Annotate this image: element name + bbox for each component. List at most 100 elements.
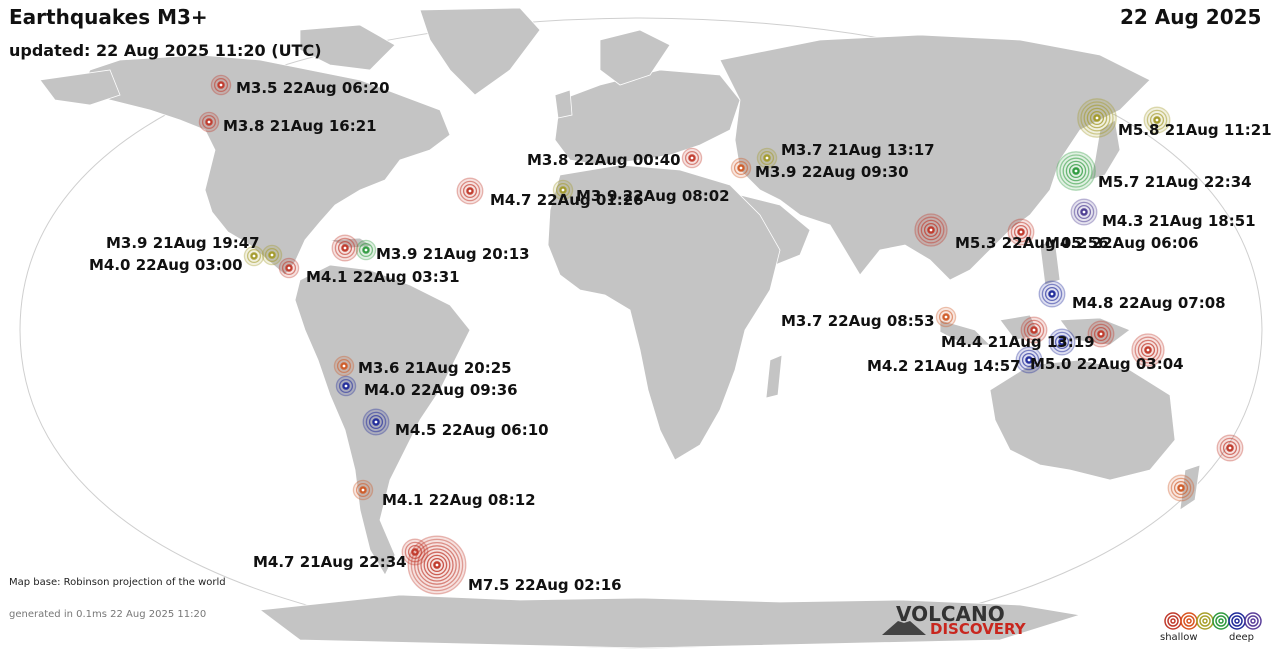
quake-marker[interactable]: [335, 375, 357, 397]
quake-ring: [737, 164, 745, 172]
quake-marker[interactable]: [198, 111, 220, 133]
quake-marker[interactable]: [1077, 98, 1117, 138]
quake-marker[interactable]: [1020, 316, 1048, 344]
quake-label: M4.2 21Aug 14:57: [867, 357, 1021, 375]
quake-marker[interactable]: [278, 257, 300, 279]
quake-ring: [410, 538, 464, 592]
quake-label: M4.1 22Aug 08:12: [382, 491, 536, 509]
quake-ring: [459, 180, 481, 202]
quake-marker[interactable]: [1048, 328, 1076, 356]
quake-ring: [372, 418, 380, 426]
quake-ring: [355, 482, 371, 498]
quake-epicenter: [942, 313, 949, 320]
quake-epicenter: [411, 548, 418, 555]
legend-ring: [1183, 615, 1195, 627]
quake-marker[interactable]: [1056, 151, 1096, 191]
quake-epicenter: [1098, 330, 1105, 337]
quake-epicenter: [1059, 338, 1066, 345]
quake-ring: [201, 114, 217, 130]
quake-marker[interactable]: [1216, 434, 1244, 462]
quake-ring: [362, 246, 370, 254]
quake-epicenter: [927, 227, 934, 234]
quake-label: M4.4 21Aug 13:19: [941, 333, 1095, 351]
quake-label: M4.0 22Aug 09:36: [364, 381, 518, 399]
quake-marker[interactable]: [1167, 474, 1195, 502]
quake-ring: [1072, 167, 1080, 175]
quake-epicenter: [1026, 356, 1033, 363]
quake-marker[interactable]: [1038, 280, 1066, 308]
quake-ring: [340, 362, 348, 370]
quake-ring: [336, 358, 352, 374]
quake-marker[interactable]: [1015, 346, 1043, 374]
legend-ring: [1234, 618, 1240, 624]
quake-marker[interactable]: [935, 306, 957, 328]
quake-marker[interactable]: [1087, 320, 1115, 348]
quake-ring: [1073, 201, 1095, 223]
quake-epicenter: [206, 119, 213, 126]
quake-marker[interactable]: [730, 157, 752, 179]
quake-epicenter: [1073, 168, 1080, 175]
quake-ring: [733, 160, 749, 176]
quake-marker[interactable]: [362, 408, 390, 436]
quake-marker[interactable]: [407, 535, 467, 595]
europe: [554, 69, 741, 166]
quake-marker[interactable]: [261, 244, 283, 266]
legend-ring: [1170, 618, 1176, 624]
quake-ring: [338, 378, 354, 394]
quake-marker[interactable]: [681, 147, 703, 169]
quake-marker[interactable]: [1007, 218, 1035, 246]
quake-ring: [429, 557, 445, 573]
legend-deep-label: deep: [1229, 632, 1254, 643]
quake-marker[interactable]: [1131, 333, 1165, 367]
quake-marker[interactable]: [1070, 198, 1098, 226]
quake-marker[interactable]: [331, 234, 359, 262]
quake-ring: [1222, 440, 1238, 456]
quake-ring: [264, 247, 280, 263]
quake-marker[interactable]: [210, 74, 232, 96]
quake-ring: [1048, 290, 1056, 298]
quake-epicenter: [1017, 229, 1024, 236]
quake-epicenter: [218, 82, 225, 89]
quake-epicenter: [466, 188, 473, 195]
quake-label: M3.9 22Aug 08:02: [576, 187, 730, 205]
quake-ring: [1149, 112, 1165, 128]
quake-marker[interactable]: [243, 245, 265, 267]
quake-ring: [1177, 484, 1185, 492]
quake-marker[interactable]: [552, 179, 574, 201]
quake-marker[interactable]: [355, 239, 377, 261]
quake-ring: [213, 77, 229, 93]
quake-ring: [250, 252, 258, 260]
quake-ring: [1083, 104, 1111, 132]
quake-ring: [763, 154, 771, 162]
quake-marker[interactable]: [352, 479, 374, 501]
land-masses: [39, 7, 1201, 649]
quake-ring: [1023, 319, 1045, 341]
quake-ring: [1059, 154, 1093, 188]
quake-marker[interactable]: [914, 213, 948, 247]
quake-marker[interactable]: [756, 147, 778, 169]
quake-ring: [1044, 286, 1060, 302]
legend-shallow-label: shallow: [1160, 632, 1198, 643]
quake-ring: [368, 414, 384, 430]
quake-ring: [417, 545, 457, 585]
quake-epicenter: [285, 264, 292, 271]
quake-ring: [359, 486, 367, 494]
quake-marker[interactable]: [333, 355, 355, 377]
quake-epicenter: [1031, 326, 1038, 333]
quake-label: M4.7 21Aug 22:34: [253, 553, 407, 571]
quake-marker[interactable]: [456, 177, 484, 205]
quake-ring: [1144, 346, 1152, 354]
quake-epicenter: [1178, 484, 1185, 491]
quake-label: M7.5 22Aug 02:16: [468, 576, 622, 594]
uk: [554, 89, 573, 119]
quake-marker[interactable]: [1143, 106, 1171, 134]
legend-ring: [1244, 612, 1262, 630]
legend-ring: [1202, 618, 1208, 624]
quake-ring: [1065, 160, 1087, 182]
quake-label: M3.9 22Aug 09:30: [755, 163, 909, 181]
quake-epicenter: [268, 252, 275, 259]
quake-ring: [1080, 208, 1088, 216]
quake-ring: [334, 237, 356, 259]
quake-ring: [942, 313, 950, 321]
